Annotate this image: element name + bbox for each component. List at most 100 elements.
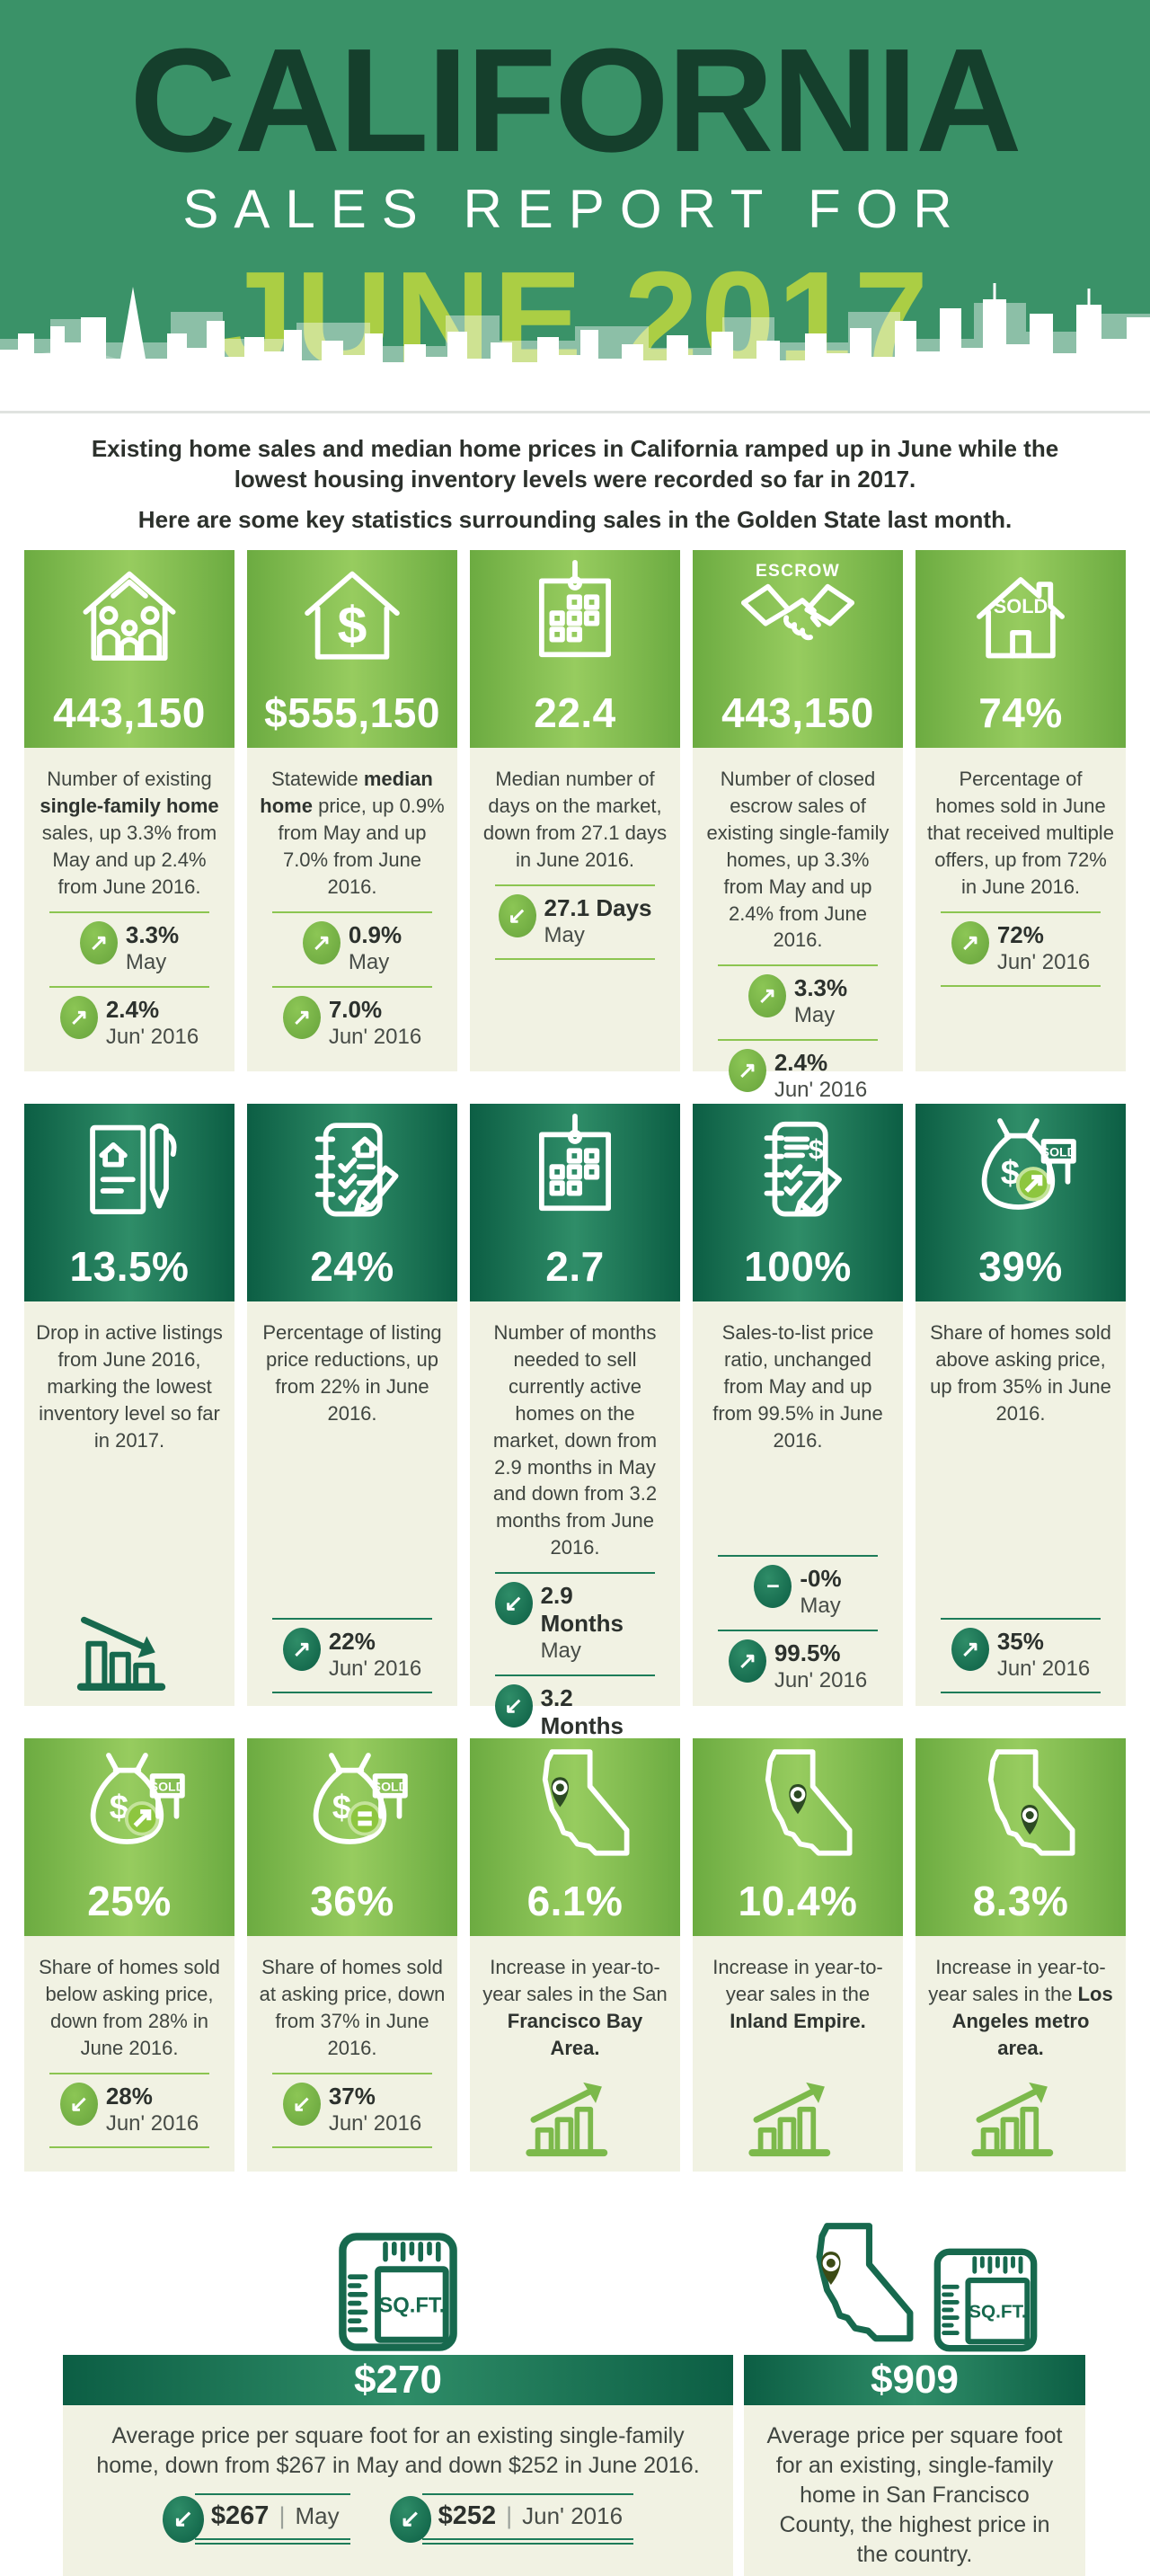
card-sold-above-asking: $ SOLD 39% Share of homes sold above ask… xyxy=(916,1104,1126,1706)
card-value: 13.5% xyxy=(69,1243,190,1290)
decrease-badge: ↙ xyxy=(162,2495,204,2543)
card-value: 6.1% xyxy=(526,1878,624,1924)
stat-value: 27.1 Days xyxy=(544,893,652,921)
card-price-reductions: 24% Percentage of listing price reductio… xyxy=(247,1104,457,1706)
family-house-icon xyxy=(83,571,176,661)
stat-vs-may: ↙ $267 | May xyxy=(162,2493,350,2545)
card-description: Increase in year-to-year sales in the In… xyxy=(712,1956,883,2032)
increase-badge: ↗ xyxy=(951,920,989,964)
stat-label: May xyxy=(295,2502,340,2529)
stat-label: Jun' 2016 xyxy=(774,1668,868,1692)
growth-bars-icon xyxy=(971,2082,1054,2157)
page-title: CALIFORNIA xyxy=(129,18,1022,182)
price-checklist-icon: $ xyxy=(764,1121,842,1217)
card-description: Share of homes sold at asking price, dow… xyxy=(259,1956,446,2059)
avg-price-per-sqft-value: $270 xyxy=(63,2355,733,2405)
card-description: Median number of days on the market, dow… xyxy=(482,768,668,871)
increase-badge: ↗ xyxy=(59,995,98,1039)
svg-text:$: $ xyxy=(338,596,367,654)
increase-badge: ↗ xyxy=(728,1639,766,1683)
svg-text:SOLD: SOLD xyxy=(1041,1145,1076,1159)
card-value: 24% xyxy=(310,1243,394,1290)
stat-label: Jun' 2016 xyxy=(328,1657,422,1681)
card-description: Share of homes sold above asking price, … xyxy=(930,1321,1111,1425)
card-value: 22.4 xyxy=(534,689,616,736)
stat-vs-june-2016: ↙ $252 | Jun' 2016 xyxy=(389,2493,634,2545)
separator: | xyxy=(279,2502,286,2529)
card-sold-at-asking: $ SOLD 36% Share of homes sold at asking… xyxy=(247,1738,457,2172)
increase-badge: ↗ xyxy=(79,920,118,964)
stat-vs-june-2016: ↙ 37% Jun' 2016 xyxy=(271,2072,433,2148)
intro-line-2: Here are some key statistics surrounding… xyxy=(137,505,1013,533)
stat-label: Jun' 2016 xyxy=(328,1024,422,1049)
moneybag-sold-increase-icon: $ SOLD xyxy=(90,1753,185,1844)
stat-vs-june-2016: ↗ 7.0% Jun' 2016 xyxy=(271,985,433,1050)
stat-value: 72% xyxy=(996,920,1044,948)
ruler-sqft-icon: SQ.FT. xyxy=(933,2248,1038,2352)
stat-value: 99.5% xyxy=(774,1639,841,1666)
california-map-pin-inland-icon xyxy=(765,1749,853,1856)
city-skyline-icon xyxy=(0,283,1150,411)
stats-row-2: 13.5% Drop in active listings from June … xyxy=(24,1104,1126,1765)
card-description: Statewide median home price, up 0.9% fro… xyxy=(260,768,445,898)
svg-text:SOLD: SOLD xyxy=(994,595,1048,617)
intro-line-1: Existing home sales and median home pric… xyxy=(91,435,1059,493)
card-months-of-inventory: 2.7 Number of months needed to sell curr… xyxy=(470,1104,680,1765)
stat-value: 2.9 Months xyxy=(540,1582,624,1638)
card-value: 8.3% xyxy=(972,1878,1069,1924)
stat-label: Jun' 2016 xyxy=(774,1078,868,1103)
card-multiple-offers: SOLD 74% Percentage of homes sold in Jun… xyxy=(916,550,1126,1071)
california-map-pin-icon xyxy=(816,2223,914,2342)
svg-text:SQ.FT.: SQ.FT. xyxy=(378,2293,445,2317)
stat-label: May xyxy=(348,949,390,974)
card-closed-escrow-sales: ESCROW 443,150 Number of closed escrow s… xyxy=(693,550,903,1102)
stat-label: May xyxy=(793,1003,836,1028)
listing-document-pen-icon xyxy=(90,1123,177,1214)
stat-label: Jun' 2016 xyxy=(105,1024,199,1049)
stat-label: May xyxy=(544,922,585,947)
card-description: Number of closed escrow sales of existin… xyxy=(706,768,889,952)
dollar-house-icon: $ xyxy=(305,571,400,660)
stat-value: 3.2 Months xyxy=(540,1684,624,1740)
panel-price-per-sqft-sf: SQ.FT. $909 Average price per square foo… xyxy=(744,2211,1085,2576)
header-banner: CALIFORNIA SALES REPORT FOR JUNE 2017 xyxy=(0,0,1150,413)
stat-label: May xyxy=(540,1639,581,1664)
price-per-sqft-section: SQ.FT. $270 Average price per square foo… xyxy=(63,2211,1150,2576)
moneybag-sold-increase-icon: $ SOLD xyxy=(981,1118,1076,1210)
card-value: $555,150 xyxy=(264,689,440,736)
card-description: Increase in year-to-year sales in the Sa… xyxy=(482,1956,668,2059)
stat-vs-june-2016: ↗ 99.5% Jun' 2016 xyxy=(717,1630,879,1693)
stats-row-1: 443,150 Number of existing single-family… xyxy=(24,550,1126,1102)
card-description: Increase in year-to-year sales in the Lo… xyxy=(928,1956,1113,2059)
increase-badge: ↗ xyxy=(302,920,341,964)
california-map-pin-south-icon xyxy=(987,1749,1075,1856)
stat-vs-june-2016: ↙ 28% Jun' 2016 xyxy=(49,2072,210,2148)
stat-label: Jun' 2016 xyxy=(328,2110,422,2136)
card-days-on-market: 22.4 Median number of days on the market… xyxy=(470,550,680,1071)
stat-value: 3.3% xyxy=(125,920,180,948)
avg-price-per-sqft-sf-value: $909 xyxy=(744,2355,1085,2405)
card-sales-to-list-ratio: $ 100% Sales-to-list price ratio, unchan… xyxy=(693,1104,903,1706)
svg-text:SOLD: SOLD xyxy=(373,1780,408,1794)
intro-section: Existing home sales and median home pric… xyxy=(0,413,1150,550)
svg-text:$: $ xyxy=(809,1133,824,1165)
stat-label: May xyxy=(125,949,167,974)
svg-text:$: $ xyxy=(332,1788,351,1826)
stat-value: -0% xyxy=(800,1565,842,1592)
stats-grid: 443,150 Number of existing single-family… xyxy=(0,550,1150,2172)
growth-bars-icon xyxy=(526,2082,608,2157)
stat-vs-june-2016: ↗ 2.4% Jun' 2016 xyxy=(49,985,210,1050)
card-description: Number of months needed to sell currentl… xyxy=(492,1321,658,1559)
stat-value: 35% xyxy=(996,1628,1044,1655)
svg-text:$: $ xyxy=(110,1788,128,1826)
ruler-sqft-icon: SQ.FT. xyxy=(339,2233,457,2351)
stat-value: 22% xyxy=(328,1628,376,1655)
stat-vs-june-2016: ↗ 72% Jun' 2016 xyxy=(940,910,1101,987)
increase-badge: ↗ xyxy=(728,1049,766,1093)
decrease-badge: ↙ xyxy=(494,1684,533,1728)
stat-value: 28% xyxy=(105,2082,153,2110)
sold-house-icon: SOLD xyxy=(977,577,1065,659)
stat-label: Jun' 2016 xyxy=(996,1657,1091,1681)
svg-text:SOLD: SOLD xyxy=(150,1780,185,1794)
svg-text:ESCROW: ESCROW xyxy=(756,562,840,581)
